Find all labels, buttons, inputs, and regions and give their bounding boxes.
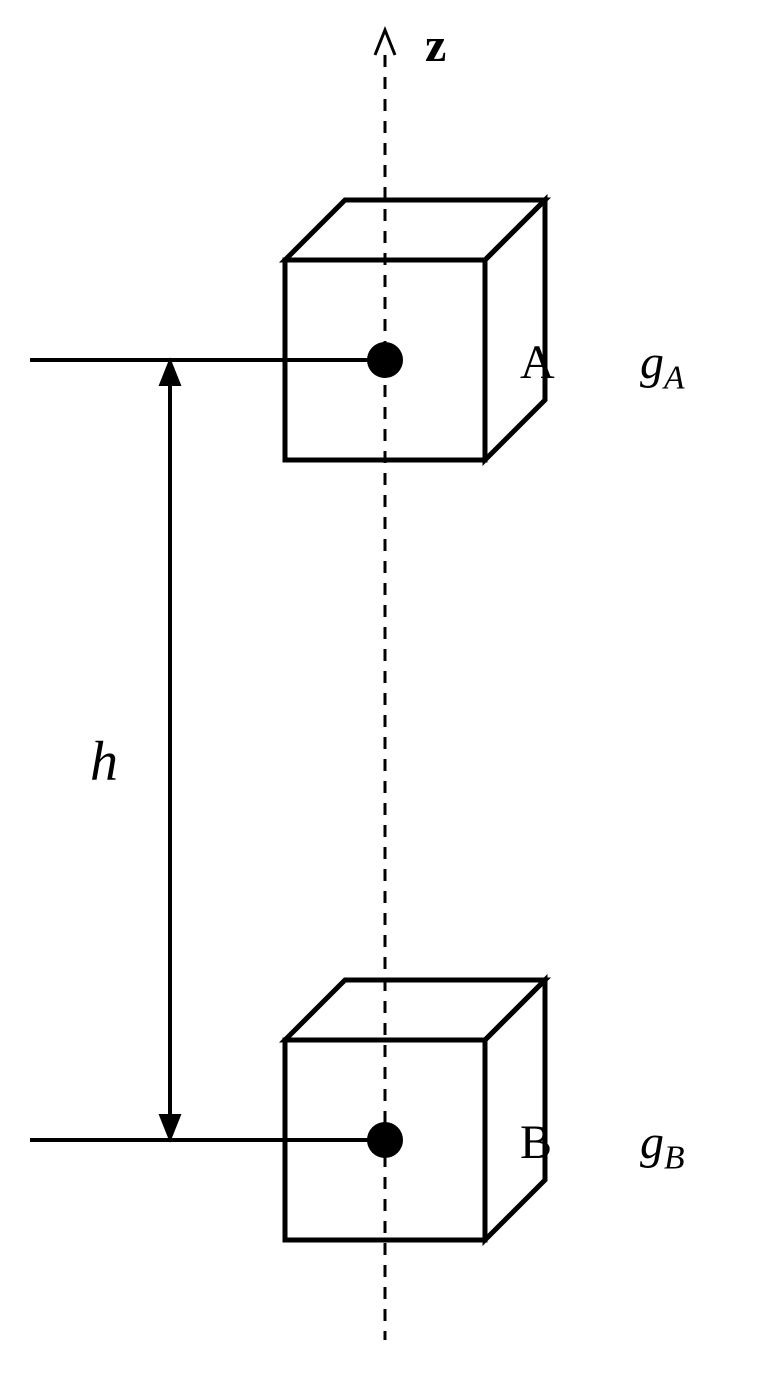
- cube-a: [285, 200, 545, 460]
- gb-sub: B: [664, 1140, 685, 1177]
- z-axis-arrowhead: [375, 30, 395, 55]
- ga-label: gA: [640, 335, 685, 398]
- h-label: h: [90, 730, 118, 794]
- dimension-arrow-h: [160, 360, 180, 1140]
- gb-main: g: [640, 1116, 664, 1169]
- cube-b: [285, 980, 545, 1240]
- b-label: B: [520, 1115, 552, 1170]
- ga-main: g: [640, 336, 664, 389]
- z-axis-label: z: [425, 18, 446, 73]
- physics-diagram: z h A B gA gB: [0, 0, 771, 1379]
- gb-label: gB: [640, 1115, 685, 1178]
- ga-sub: A: [664, 360, 685, 397]
- a-label: A: [520, 335, 555, 390]
